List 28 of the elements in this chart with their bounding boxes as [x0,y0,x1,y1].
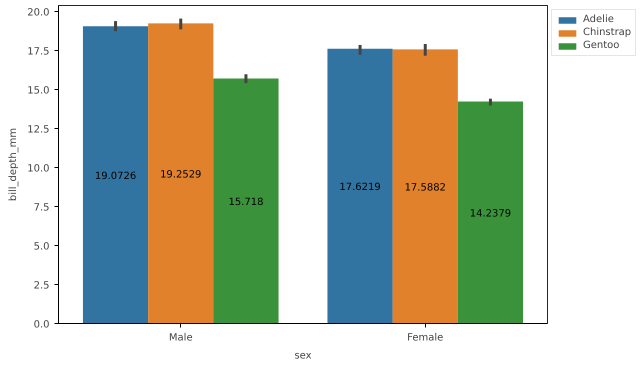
data-label: 19.0726 [94,170,136,182]
y-tick-label: 17.5 [27,46,50,58]
y-tick-label: 2.5 [34,280,50,292]
data-label: 15.718 [228,196,264,208]
y-tick-label: 0.0 [34,320,50,330]
y-axis-title: bill_depth_mm [8,128,20,202]
bar [392,49,458,324]
bar [213,78,279,324]
x-axis-title: sex [294,350,312,362]
data-label: 17.6219 [339,182,381,194]
bar [148,23,214,324]
y-tick-label: 7.5 [34,202,50,214]
y-tick-label: 20.0 [27,8,50,19]
bar [458,102,524,324]
y-tick-label: 15.0 [27,86,50,97]
bar [82,26,148,324]
legend-label: Gentoo [583,40,620,51]
legend-label: Adelie [583,14,614,25]
y-tick-label: 5.0 [34,242,50,253]
bar [327,48,393,324]
data-label: 14.2379 [470,208,512,220]
data-label: 17.5882 [404,182,446,194]
x-tick-label: Male [168,332,193,344]
legend-label: Chinstrap [583,27,632,38]
y-tick-label: 12.5 [27,124,50,136]
x-tick-label: Female [407,332,444,344]
y-tick-label: 10.0 [27,164,50,175]
data-label: 19.2529 [160,169,202,180]
